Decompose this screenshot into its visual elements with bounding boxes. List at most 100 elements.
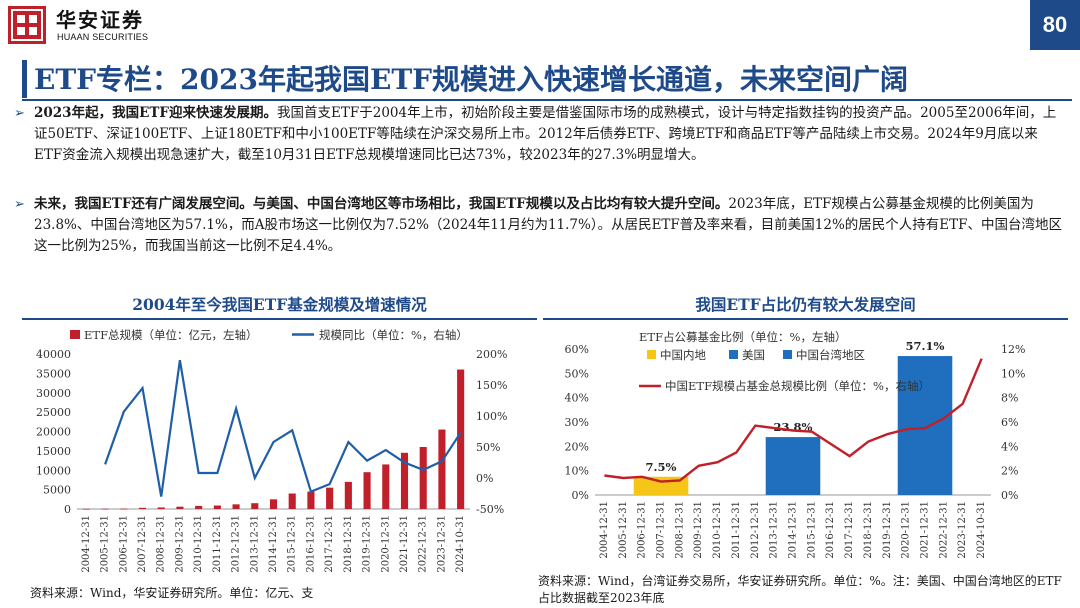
bar (269, 499, 278, 509)
x-tick-label: 2015-12-31 (287, 515, 298, 573)
x-tick-label: 2011-12-31 (212, 515, 223, 573)
bar (344, 481, 352, 509)
bullet-arrow-icon: ➢ (14, 197, 25, 212)
y-left-tick-label: 30% (565, 416, 589, 429)
y-right-tick-label: 4% (1001, 440, 1018, 453)
legend-bar-label: ETF总规模（单位：亿元，左轴） (84, 328, 258, 342)
x-tick-label: 2024-10-31 (976, 501, 987, 559)
bar (326, 487, 334, 509)
logo-mark (8, 6, 46, 44)
bar (213, 505, 221, 509)
x-tick-label: 2020-12-31 (901, 501, 912, 559)
paragraph-2: ➢ 未来，我国ETF还有广阔发展空间。与美国、中国台湾地区等市场相比，我国ETF… (14, 194, 1064, 257)
chart-1-divider (22, 318, 537, 320)
x-tick-label: 2020-12-31 (380, 515, 391, 573)
legend-group-label: ETF占公募基金比例（单位：%，左轴） (639, 330, 846, 344)
y-right-tick-label: 0% (1001, 489, 1018, 502)
logo-icon (11, 9, 43, 41)
chart-2-title: 我国ETF占比仍有较大发展空间 (695, 295, 916, 314)
brand-name: 华安证券 (56, 8, 144, 32)
bar (400, 452, 409, 509)
y-right-tick-label: 8% (1001, 392, 1018, 405)
x-tick-label: 2007-12-31 (656, 501, 667, 559)
brand-name-en: HUAAN SECURITIES (57, 32, 149, 42)
x-tick-label: 2005-12-31 (100, 515, 111, 573)
y-right-tick-label: 150% (476, 379, 507, 392)
y-left-tick-label: 10% (565, 465, 589, 478)
x-tick-label: 2012-12-31 (750, 501, 761, 559)
bar (765, 437, 821, 495)
title-divider (22, 99, 1072, 101)
legend-line-label: 中国ETF规模占基金总规模比例（单位：%，右轴） (665, 379, 930, 393)
bar (457, 369, 465, 509)
bar (251, 503, 259, 509)
x-tick-label: 2008-12-31 (674, 501, 685, 559)
x-tick-label: 2011-12-31 (731, 501, 742, 559)
chart-1: 0 5000 10000 15000 20000 25000 30000 35000 40000… (36, 328, 507, 573)
paragraph-2-lead: 未来，我国ETF还有广阔发展空间。与美国、中国台湾地区等市场相比，我国ETF规模… (34, 196, 729, 212)
x-tick-label: 2024-10-31 (455, 515, 466, 573)
y-left-tick-label: 60% (565, 343, 589, 356)
x-tick-label: 2019-12-31 (362, 515, 373, 573)
y-right-tick-label: -50% (476, 503, 504, 516)
y-right-tick-label: 50% (476, 441, 500, 454)
legend-bar-label: 中国台湾地区 (796, 348, 865, 362)
legend-bar-label: 中国内地 (660, 348, 706, 362)
y-right-tick-label: 6% (1001, 416, 1018, 429)
y-right-tick-label: 2% (1001, 465, 1018, 478)
bar (232, 504, 240, 509)
x-tick-label: 2013-12-31 (249, 515, 260, 573)
bar (307, 491, 315, 509)
x-tick-label: 2006-12-31 (637, 501, 648, 559)
legend-bar-swatch (70, 330, 80, 339)
bullet-arrow-icon: ➢ (14, 106, 25, 121)
y-left-tick-label: 40000 (36, 348, 71, 361)
x-tick-label: 2005-12-31 (618, 501, 629, 559)
chart-1-title: 2004年至今我国ETF基金规模及增速情况 (132, 295, 427, 314)
x-tick-label: 2023-12-31 (436, 515, 447, 573)
legend-bar-swatch (647, 350, 656, 359)
legend-bar-label: 美国 (742, 348, 765, 362)
y-left-tick-label: 0% (572, 489, 589, 502)
x-tick-label: 2021-12-31 (920, 501, 931, 559)
y-left-tick-label: 50% (565, 367, 589, 380)
x-tick-label: 2017-12-31 (324, 515, 335, 573)
x-tick-label: 2008-12-31 (156, 515, 167, 573)
x-tick-label: 2019-12-31 (882, 501, 893, 559)
page-title: ETF专栏：2023年起我国ETF规模进入快速增长通道，未来空间广阔 (34, 63, 909, 96)
bar (176, 506, 184, 509)
y-left-tick-label: 5000 (43, 484, 71, 497)
x-tick-label: 2010-12-31 (712, 501, 723, 559)
paragraph-1-body: 我国首支ETF于2004年上市，初始阶段主要是借鉴国际市场的成熟模式，设计与特定… (34, 105, 1057, 163)
bar (419, 447, 427, 509)
y-left-tick-label: 25000 (36, 406, 71, 419)
x-tick-label: 2017-12-31 (844, 501, 855, 559)
bar (120, 508, 128, 510)
y-left-tick-label: 10000 (36, 464, 71, 477)
y-right-tick-label: 0% (476, 472, 493, 485)
chart-1-source: 资料来源：Wind，华安证券研究所。单位：亿元、支 (30, 586, 314, 600)
bar (138, 507, 147, 509)
y-left-tick-label: 20% (565, 440, 589, 453)
x-tick-label: 2016-12-31 (305, 515, 316, 573)
x-tick-label: 2013-12-31 (769, 501, 780, 559)
x-tick-label: 2018-12-31 (863, 501, 874, 559)
y-right-tick-label: 100% (476, 410, 507, 423)
bar-data-label: 7.5% (646, 460, 677, 474)
y-left-tick-label: 35000 (36, 367, 71, 380)
paragraph-2-body: 2023年底，ETF规模占公募基金规模的比例美国为23.8%、中国台湾地区为57… (34, 196, 1063, 254)
x-tick-label: 2009-12-31 (174, 515, 185, 573)
y-right-tick-label: 10% (1001, 367, 1025, 380)
chart-2-source: 资料来源：Wind，台湾证券交易所，华安证券研究所。单位：%。注：美国、中国台湾… (538, 574, 1062, 605)
chart-2: 0% 10% 20% 30% 40% 50% 60% 0% 2% 4% 6% 8% 10% 12% 7.5%… (565, 330, 1026, 559)
bar (438, 429, 446, 509)
bar (101, 508, 109, 510)
bar (195, 505, 203, 509)
page-number: 80 (1030, 0, 1080, 50)
x-tick-label: 2023-12-31 (957, 501, 968, 559)
x-tick-label: 2016-12-31 (825, 501, 836, 559)
x-tick-label: 2014-12-31 (788, 501, 799, 559)
x-tick-label: 2004-12-31 (81, 515, 92, 573)
y-right-tick-label: 200% (476, 348, 507, 361)
x-tick-label: 2007-12-31 (137, 515, 148, 573)
